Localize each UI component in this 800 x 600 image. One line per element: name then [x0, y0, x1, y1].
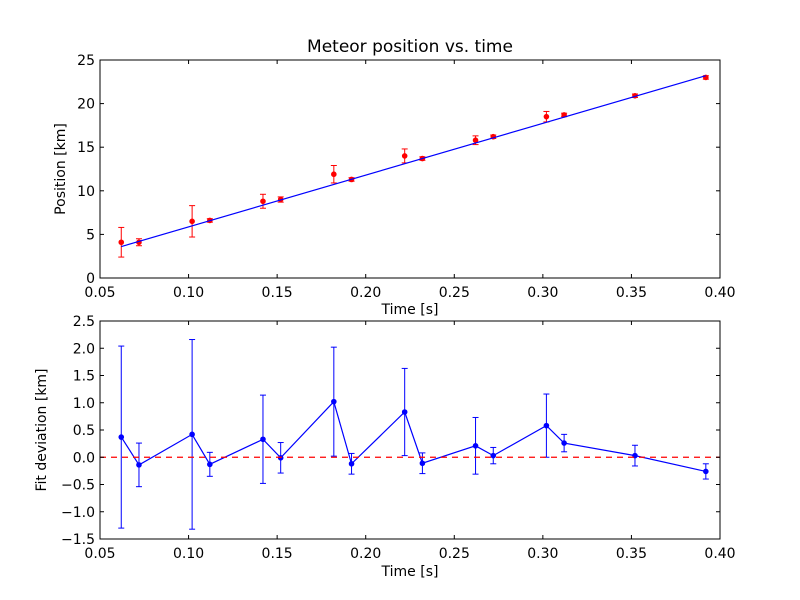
position-x-tick-label: 0.05 [84, 285, 115, 301]
deviation-chart: 0.05 0.10 0.15 0.20 0.25 0.30 0.35 0.40 −1.5 −1.0… [34, 314, 736, 580]
position-y-tick-label: 15 [77, 140, 95, 156]
deviation-data-point [703, 468, 709, 475]
position-x-tick-label: 0.35 [616, 285, 647, 301]
deviation-x-tick-label: 0.20 [350, 546, 381, 562]
position-x-tick-label: 0.10 [173, 285, 204, 301]
deviation-chart-ticks: 0.05 0.10 0.15 0.20 0.25 0.30 0.35 0.40 −1.5 −1.0… [61, 314, 736, 562]
position-data-point [472, 137, 479, 144]
deviation-data-point [189, 431, 195, 438]
position-x-tick-label: 0.20 [350, 285, 381, 301]
deviation-chart-x-axis-label: Time [s] [381, 564, 439, 580]
deviation-y-tick-label: 0.0 [73, 450, 95, 466]
position-y-tick-label: 0 [86, 271, 95, 287]
position-data-point [543, 113, 550, 120]
deviation-y-tick-label: −1.5 [61, 532, 95, 548]
deviation-deviation-line [120, 400, 706, 472]
deviation-data-point [561, 440, 567, 446]
deviation-data-point [136, 462, 142, 468]
deviation-x-tick-label: 0.30 [527, 546, 558, 562]
position-fit-line [121, 75, 706, 248]
deviation-data-point [490, 452, 497, 459]
deviation-data-point [348, 460, 355, 467]
deviation-data-point [543, 422, 550, 429]
deviation-y-tick-label: −0.5 [61, 478, 95, 494]
position-x-tick-label: 0.25 [439, 285, 470, 301]
position-y-tick-label: 10 [77, 184, 95, 200]
position-data-point [260, 198, 266, 205]
deviation-x-tick-label: 0.40 [704, 546, 735, 562]
position-chart-x-axis-label: Time [s] [381, 302, 439, 318]
deviation-data-point [472, 443, 479, 449]
deviation-y-tick-label: 0.5 [73, 423, 95, 439]
position-chart-marks [118, 74, 709, 258]
position-y-tick-label: 25 [77, 53, 95, 69]
deviation-y-tick-label: −1.0 [61, 505, 95, 521]
position-x-tick-label: 0.15 [262, 285, 293, 301]
position-data-point [189, 218, 195, 225]
deviation-chart-y-axis-label: Fit deviation [km] [34, 368, 50, 491]
position-chart-ticks: 0.05 0.10 0.15 0.20 0.25 0.30 0.35 0.40 0 5 10 15 20… [77, 53, 735, 301]
deviation-data-point [401, 409, 408, 415]
deviation-y-tick-label: 2.0 [73, 341, 95, 357]
position-chart-axes-frame [99, 59, 721, 279]
deviation-data-point [331, 398, 337, 405]
position-data-point [118, 239, 125, 246]
deviation-x-tick-label: 0.35 [616, 546, 647, 562]
deviation-y-tick-label: 1.0 [73, 396, 95, 412]
deviation-data-point [118, 434, 125, 440]
position-y-tick-label: 20 [77, 97, 95, 113]
position-data-point [331, 171, 337, 178]
deviation-y-tick-label: 1.5 [73, 369, 95, 385]
deviation-data-point [260, 436, 266, 443]
position-chart: Meteor position vs. time 0.05 0.10 0.15 0.2… [53, 37, 736, 318]
deviation-y-tick-label: 2.5 [73, 314, 95, 330]
position-data-point [401, 153, 408, 159]
position-x-tick-label: 0.40 [704, 285, 735, 301]
deviation-data-point [419, 460, 426, 467]
deviation-x-tick-label: 0.25 [439, 546, 470, 562]
deviation-x-tick-label: 0.10 [173, 546, 204, 562]
position-y-tick-label: 5 [86, 227, 95, 243]
position-chart-title: Meteor position vs. time [307, 37, 513, 57]
deviation-x-tick-label: 0.15 [262, 546, 293, 562]
deviation-chart-marks [100, 339, 720, 530]
deviation-x-tick-label: 0.05 [84, 546, 115, 562]
position-x-tick-label: 0.30 [527, 285, 558, 301]
position-chart-y-axis-label: Position [km] [53, 123, 69, 215]
deviation-data-point [207, 461, 213, 468]
